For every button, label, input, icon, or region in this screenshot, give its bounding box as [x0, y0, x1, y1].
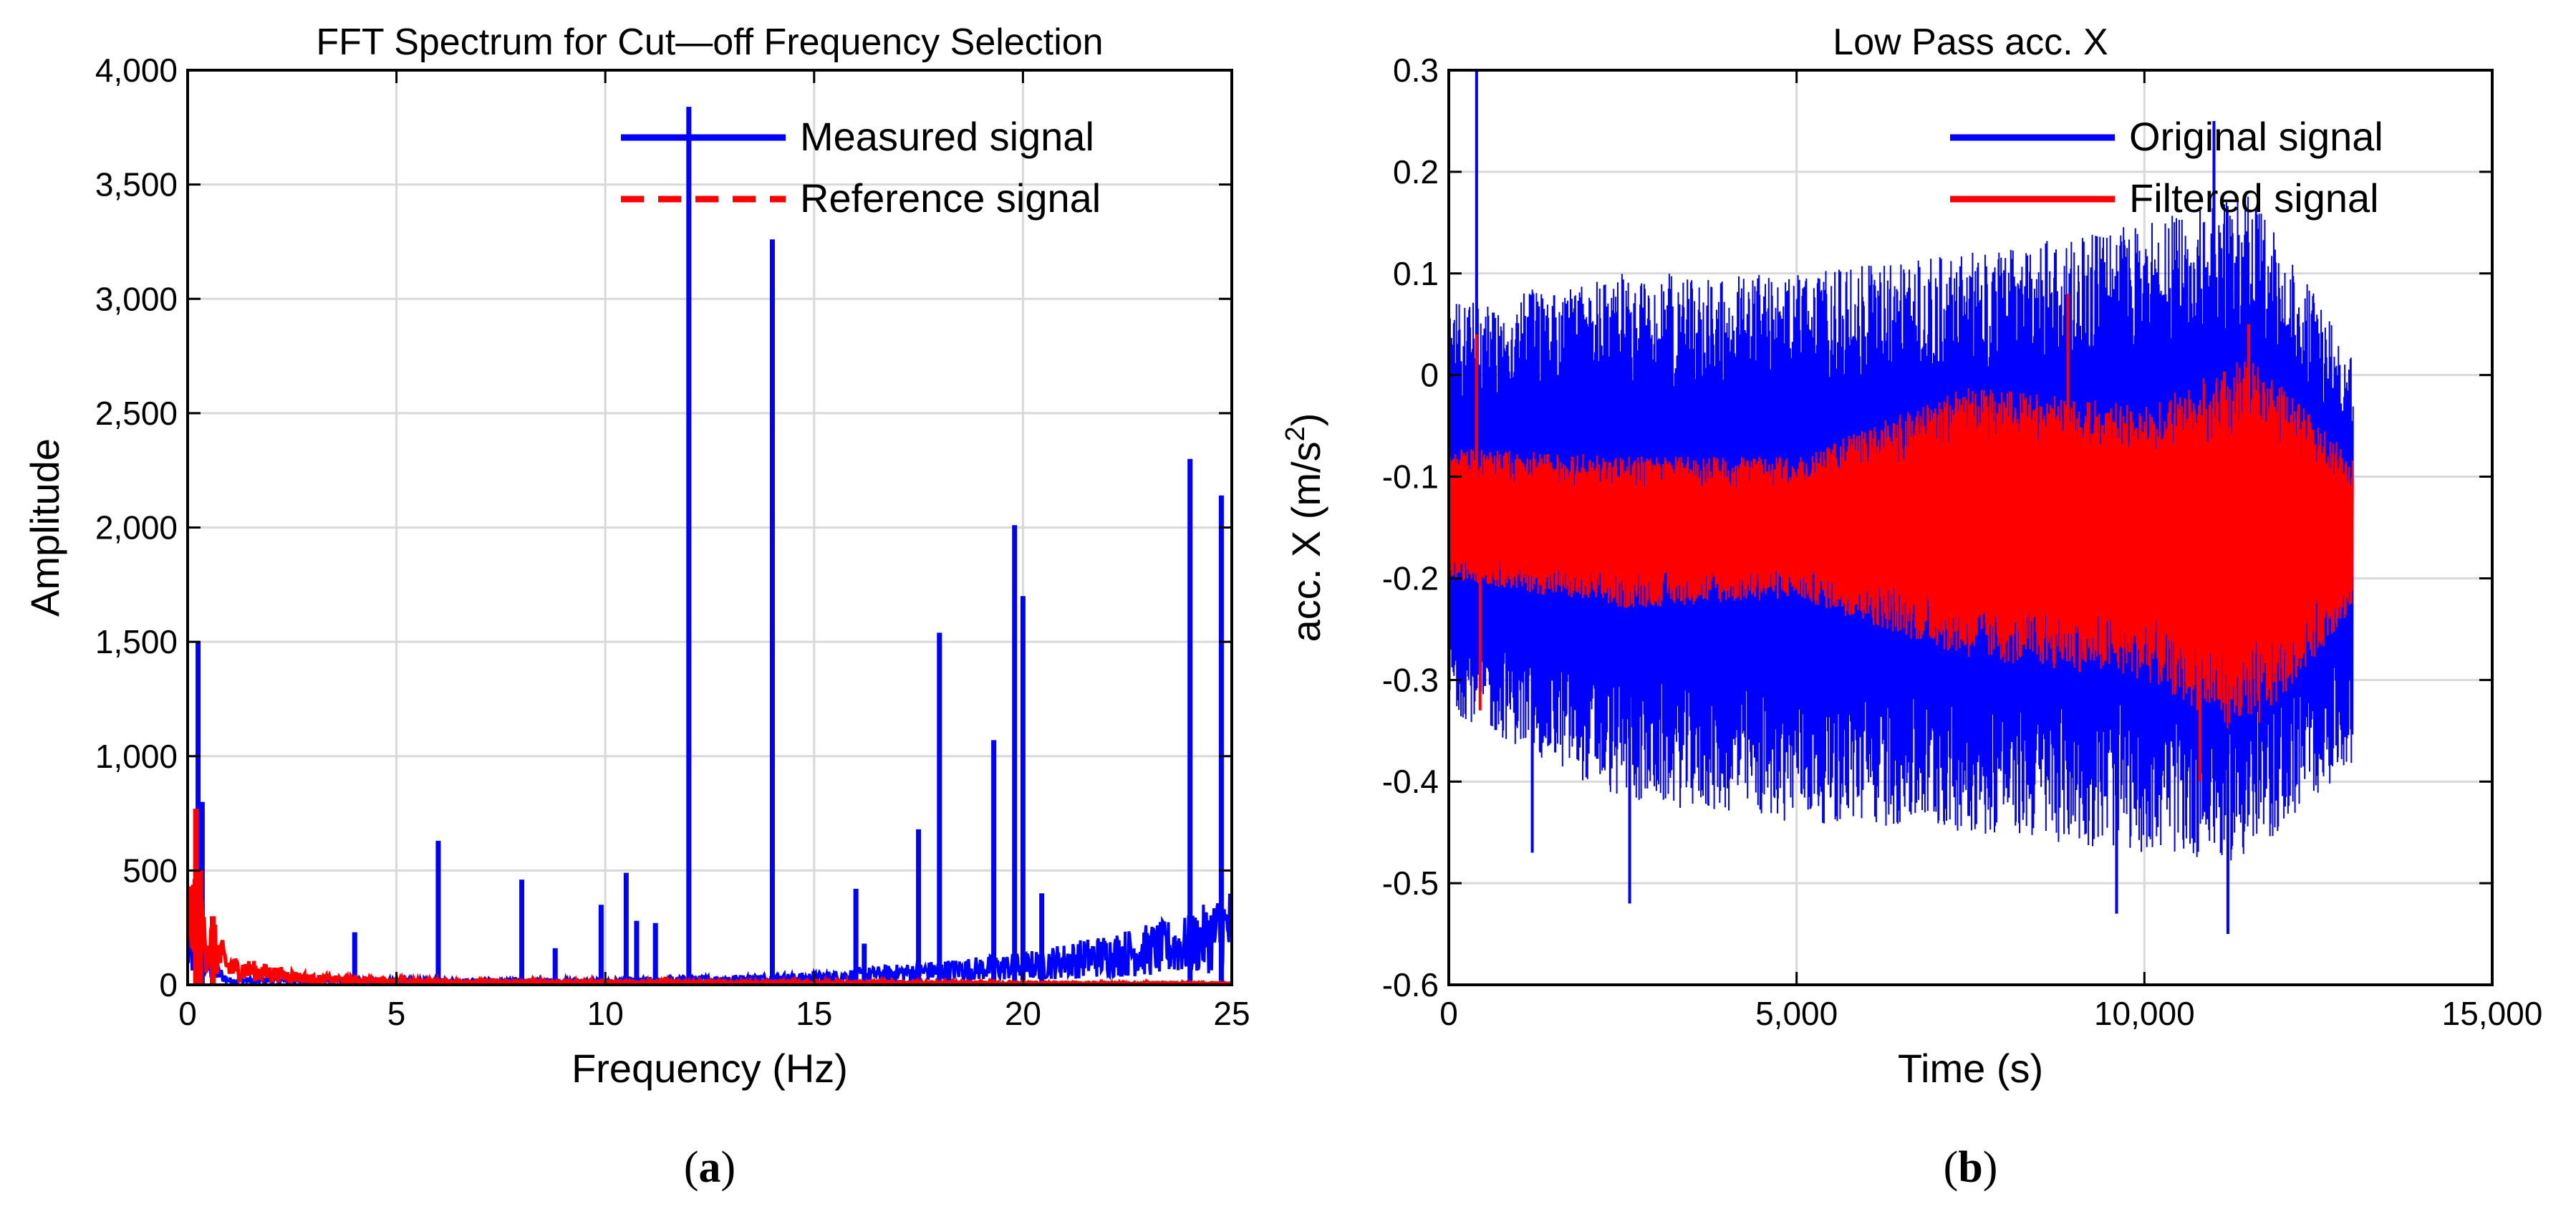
x-tick-label: 25: [1213, 995, 1250, 1032]
panel-caption: (b): [1944, 1143, 1998, 1192]
y-axis-label-sup: 2: [1280, 426, 1311, 441]
legend-label: Original signal: [2129, 114, 2383, 159]
y-tick-label: -0.4: [1382, 763, 1439, 800]
y-tick-label: 0.1: [1393, 255, 1439, 292]
y-tick-label: 1,000: [95, 738, 178, 775]
caption-letter: b: [1958, 1143, 1982, 1192]
y-axis-label: Amplitude: [22, 438, 67, 617]
x-tick-label: 15: [796, 995, 832, 1032]
series-1-signal-line: [1449, 358, 2354, 728]
chart-title: FFT Spectrum for Cut—off Frequency Selec…: [316, 21, 1103, 63]
x-tick-label: 0: [1439, 995, 1458, 1032]
y-axis-label-tail: ): [1283, 413, 1328, 427]
x-tick-label: 0: [178, 995, 197, 1032]
y-tick-label: 2,500: [95, 395, 178, 432]
caption-close: ): [721, 1143, 736, 1192]
caption-letter: a: [699, 1143, 721, 1192]
chart-panel-b: 0 5,000 10,000 15,000 -0.6 -0.5 -0.4 -0.3 -0.2 -0…: [1280, 21, 2542, 1192]
y-tick-label: 0: [159, 966, 178, 1003]
y-tick-label: -0.5: [1382, 864, 1439, 902]
plot-area: [188, 107, 1232, 985]
y-tick-label: 1,500: [95, 623, 178, 660]
chart-title: Low Pass acc. X: [1833, 21, 2108, 63]
legend-label: Filtered signal: [2129, 175, 2379, 221]
caption-open: (: [1944, 1143, 1959, 1192]
x-axis-label: Time (s): [1898, 1046, 2043, 1091]
y-tick-label: -0.3: [1382, 661, 1439, 698]
x-tick-label: 20: [1005, 995, 1041, 1032]
plot-area: [1449, 70, 2354, 935]
series-0-noise-line: [188, 893, 1232, 985]
x-tick-label: 10,000: [2094, 995, 2195, 1032]
y-tick-label: -0.2: [1382, 559, 1439, 597]
x-tick-label: 15,000: [2442, 995, 2543, 1032]
caption-open: (: [684, 1143, 699, 1192]
y-tick-label: -0.6: [1382, 966, 1439, 1003]
x-axis-label: Frequency (Hz): [571, 1046, 848, 1091]
legend-label: Measured signal: [800, 114, 1094, 159]
y-tick-label: 3,500: [95, 166, 178, 203]
x-tick-label: 10: [587, 995, 624, 1032]
y-tick-label: -0.1: [1382, 458, 1439, 496]
chart-panel-a: 0 5 10 15 20 25 0 500 1,000 1,500 2,000 2,500 3,000 3…: [22, 21, 1250, 1192]
legend: Measured signal Reference signal: [621, 114, 1101, 221]
legend: Original signal Filtered signal: [1950, 114, 2383, 221]
y-tick-label: 500: [122, 852, 178, 889]
legend-label: Reference signal: [800, 175, 1101, 221]
axes-box: [1447, 69, 2494, 986]
y-tick-label: 0.2: [1393, 153, 1439, 191]
x-tick-label: 5: [387, 995, 406, 1032]
x-tick-label: 5,000: [1755, 995, 1838, 1032]
y-tick-label: 4,000: [95, 52, 178, 89]
y-tick-label: 0.3: [1393, 52, 1439, 89]
caption-close: ): [1983, 1143, 1998, 1192]
y-tick-label: 0: [1420, 357, 1439, 394]
y-tick-label: 2,000: [95, 509, 178, 546]
y-axis-label: acc. X (m/s2): [1280, 413, 1328, 642]
panel-caption: (a): [684, 1143, 735, 1192]
y-tick-label: 3,000: [95, 280, 178, 317]
y-axis-label-main: acc. X (m/s: [1283, 441, 1328, 642]
